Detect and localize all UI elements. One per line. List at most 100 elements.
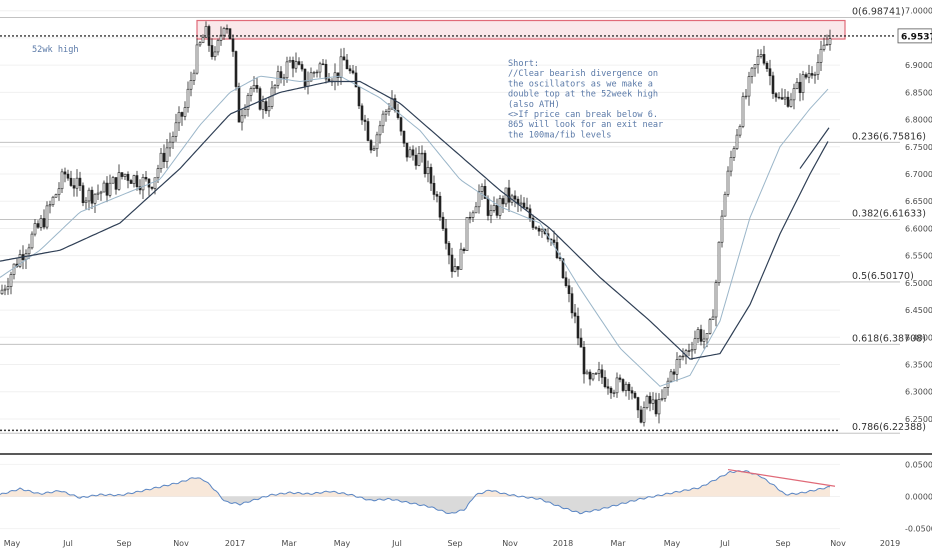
price-tick-label: 6.65000 [905, 197, 932, 206]
candle-body [666, 380, 670, 388]
candle-body [408, 149, 412, 158]
price-tick-label: 6.70000 [905, 170, 932, 179]
candle-body [477, 191, 481, 208]
candle-body [621, 379, 625, 391]
time-tick-label: 2019 [880, 539, 900, 548]
candle-body [636, 397, 640, 411]
fib-label: 0.618(6.38708) [852, 333, 926, 344]
candle-body [474, 206, 478, 214]
candle [813, 71, 817, 84]
candle-body [639, 409, 643, 423]
candle-body [174, 122, 178, 137]
candle-body [339, 56, 343, 78]
candle [111, 175, 115, 184]
time-tick-label: 2018 [553, 539, 573, 548]
candle [420, 145, 424, 163]
candle [507, 179, 511, 212]
candle-body [456, 266, 460, 270]
moving-average-slope-line [799, 127, 830, 169]
fib-label: 0.236(6.75816) [852, 131, 926, 142]
candle-body [321, 63, 325, 65]
candle [465, 217, 469, 251]
candle-body [39, 218, 43, 228]
candle-body [828, 38, 832, 45]
candle-body [81, 185, 85, 203]
candle-body [765, 62, 769, 69]
candle-body [45, 205, 49, 228]
candle-body [690, 349, 694, 352]
candle-body [75, 177, 79, 189]
candle [522, 197, 526, 208]
candle-body [84, 200, 88, 203]
candle-body [153, 177, 157, 189]
candle [102, 180, 106, 193]
candle [183, 101, 187, 121]
candle-body [771, 75, 775, 94]
candle [597, 361, 601, 382]
candle-body [534, 227, 538, 229]
candle-body [435, 194, 439, 197]
candle [162, 144, 166, 169]
candle-body [783, 96, 787, 100]
candle [513, 190, 517, 208]
candle-body [603, 377, 607, 388]
time-tick-label: May [664, 539, 681, 548]
price-tick-label: 6.45000 [905, 306, 932, 315]
candle-body [597, 369, 601, 374]
candle [66, 169, 70, 181]
candle-body [360, 105, 364, 121]
candle [819, 40, 823, 72]
time-tick-label: Mar [610, 539, 626, 548]
candle [375, 131, 379, 157]
candle [636, 396, 640, 419]
candle [732, 146, 736, 162]
candle [825, 34, 829, 46]
candle-body [9, 274, 13, 287]
candle-body [156, 168, 160, 179]
candle-body [414, 154, 418, 166]
candle-body [756, 55, 760, 65]
candle [807, 64, 811, 84]
candle-body [747, 76, 751, 97]
price-tick-label: 6.80000 [905, 116, 932, 125]
candle [9, 271, 13, 295]
candle [150, 186, 154, 191]
candle [342, 47, 346, 61]
candle-body [723, 194, 727, 217]
candle [87, 187, 91, 211]
candle-body [750, 67, 754, 77]
candle-body [261, 101, 265, 110]
candle-body [291, 60, 295, 69]
candle [429, 163, 433, 192]
candle-body [600, 369, 604, 378]
candle [366, 118, 370, 142]
candle [414, 147, 418, 170]
candle-body [801, 74, 805, 93]
candle [561, 258, 565, 279]
candle-body [117, 172, 121, 190]
candle-body [651, 399, 655, 404]
candle [222, 26, 226, 40]
candle [354, 66, 358, 88]
candle [822, 37, 826, 52]
candle [738, 124, 742, 138]
candle [540, 228, 544, 238]
candle-body [63, 171, 67, 175]
candle-body [78, 177, 82, 186]
price-tick-label: 6.55000 [905, 252, 932, 261]
fib-label: 0.382(6.61633) [852, 209, 926, 220]
candle [357, 85, 361, 110]
candle-body [570, 293, 574, 314]
candle-body [654, 399, 658, 415]
note-line: 865 will look for an exit near [508, 120, 663, 130]
candle-body [438, 195, 442, 218]
candle [570, 287, 574, 319]
candle-body [6, 286, 10, 290]
candle [336, 72, 340, 86]
candle-body [243, 109, 247, 117]
candle [447, 240, 451, 265]
candle [321, 59, 325, 66]
candle-body [606, 386, 610, 389]
